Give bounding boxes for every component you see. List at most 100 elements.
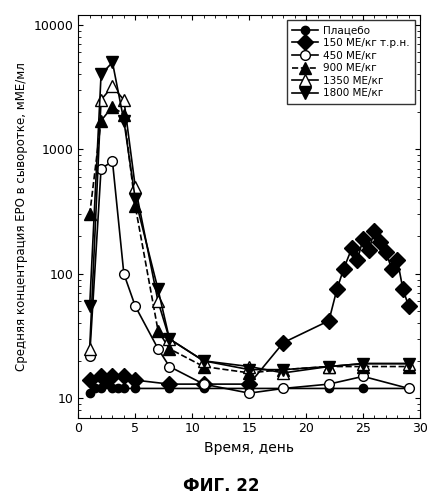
1800 МЕ/кг (361, 360, 366, 366)
X-axis label: Время, день: Время, день (204, 441, 294, 455)
Line: 450 МЕ/кг: 450 МЕ/кг (85, 156, 413, 398)
Плацебо (167, 386, 172, 392)
900 МЕ/кг (121, 112, 127, 117)
1350 МЕ/кг (98, 97, 104, 103)
1350 МЕ/кг (155, 298, 161, 304)
150 МЕ/кг т.р.н. (110, 374, 115, 380)
150 МЕ/кг т.р.н. (372, 228, 377, 234)
1800 МЕ/кг (167, 336, 172, 342)
1350 МЕ/кг (132, 184, 138, 190)
150 МЕ/кг т.р.н. (383, 249, 389, 255)
Line: 900 МЕ/кг: 900 МЕ/кг (84, 101, 414, 378)
1350 МЕ/кг (361, 360, 366, 366)
150 МЕ/кг т.р.н. (341, 266, 346, 272)
150 МЕ/кг т.р.н. (389, 266, 394, 272)
1350 МЕ/кг (406, 360, 412, 366)
1350 МЕ/кг (167, 336, 172, 342)
Плацебо (116, 386, 121, 392)
Плацебо (93, 386, 98, 392)
150 МЕ/кг т.р.н. (201, 381, 206, 387)
450 МЕ/кг (406, 386, 412, 392)
1800 МЕ/кг (87, 303, 92, 309)
Плацебо (87, 390, 92, 396)
Text: ФИГ. 22: ФИГ. 22 (183, 477, 260, 495)
1350 МЕ/кг (281, 370, 286, 376)
150 МЕ/кг т.р.н. (98, 374, 104, 380)
900 МЕ/кг (361, 364, 366, 370)
1350 МЕ/кг (326, 364, 331, 370)
450 МЕ/кг (281, 386, 286, 392)
150 МЕ/кг т.р.н. (121, 374, 127, 380)
450 МЕ/кг (121, 271, 127, 277)
450 МЕ/кг (87, 352, 92, 358)
450 МЕ/кг (167, 364, 172, 370)
150 МЕ/кг т.р.н. (366, 247, 371, 253)
150 МЕ/кг т.р.н. (281, 340, 286, 345)
900 МЕ/кг (281, 366, 286, 372)
450 МЕ/кг (98, 166, 104, 172)
150 МЕ/кг т.р.н. (355, 256, 360, 262)
Плацебо (98, 386, 104, 392)
900 МЕ/кг (167, 346, 172, 352)
150 МЕ/кг т.р.н. (132, 377, 138, 383)
1800 МЕ/кг (326, 364, 331, 370)
1800 МЕ/кг (98, 72, 104, 78)
1800 МЕ/кг (110, 60, 115, 66)
900 МЕ/кг (406, 364, 412, 370)
900 МЕ/кг (155, 328, 161, 334)
Плацебо (361, 386, 366, 392)
Плацебо (281, 386, 286, 392)
900 МЕ/кг (87, 212, 92, 218)
Line: 1800 МЕ/кг: 1800 МЕ/кг (84, 57, 414, 375)
150 МЕ/кг т.р.н. (326, 318, 331, 324)
150 МЕ/кг т.р.н. (377, 239, 383, 245)
150 МЕ/кг т.р.н. (246, 381, 252, 387)
150 МЕ/кг т.р.н. (349, 246, 354, 252)
1350 МЕ/кг (87, 346, 92, 352)
Y-axis label: Средняя концентрация ЕРО в сыворотке, мМЕ/мл: Средняя концентрация ЕРО в сыворотке, мМ… (15, 62, 28, 370)
900 МЕ/кг (326, 364, 331, 370)
Плацебо (121, 386, 127, 392)
150 МЕ/кг т.р.н. (395, 256, 400, 262)
150 МЕ/кг т.р.н. (167, 381, 172, 387)
900 МЕ/кг (132, 203, 138, 209)
150 МЕ/кг т.р.н. (334, 286, 339, 292)
Line: 1350 МЕ/кг: 1350 МЕ/кг (84, 81, 414, 378)
1350 МЕ/кг (201, 358, 206, 364)
Legend: Плацебо, 150 МЕ/кг т.р.н., 450 МЕ/кг, 900 МЕ/кг, 1350 МЕ/кг, 1800 МЕ/кг: Плацебо, 150 МЕ/кг т.р.н., 450 МЕ/кг, 90… (287, 20, 415, 103)
900 МЕ/кг (98, 118, 104, 124)
1800 МЕ/кг (121, 118, 127, 124)
450 МЕ/кг (201, 381, 206, 387)
1800 МЕ/кг (281, 366, 286, 372)
450 МЕ/кг (155, 346, 161, 352)
1800 МЕ/кг (155, 286, 161, 292)
150 МЕ/кг т.р.н. (87, 377, 92, 383)
Плацебо (110, 386, 115, 392)
Плацебо (326, 386, 331, 392)
1350 МЕ/кг (246, 364, 252, 370)
Плацебо (406, 386, 412, 392)
450 МЕ/кг (326, 381, 331, 387)
Line: Плацебо: Плацебо (85, 380, 413, 398)
150 МЕ/кг т.р.н. (406, 303, 412, 309)
450 МЕ/кг (110, 158, 115, 164)
1800 МЕ/кг (132, 196, 138, 202)
1350 МЕ/кг (121, 97, 127, 103)
450 МЕ/кг (361, 374, 366, 380)
Плацебо (104, 381, 109, 387)
Плацебо (201, 386, 206, 392)
1800 МЕ/кг (246, 366, 252, 372)
1350 МЕ/кг (110, 84, 115, 89)
1800 МЕ/кг (406, 360, 412, 366)
Line: 150 МЕ/кг т.р.н.: 150 МЕ/кг т.р.н. (84, 226, 414, 390)
900 МЕ/кг (246, 370, 252, 376)
900 МЕ/кг (110, 104, 115, 110)
1800 МЕ/кг (201, 358, 206, 364)
Плацебо (132, 386, 138, 392)
900 МЕ/кг (201, 364, 206, 370)
450 МЕ/кг (246, 390, 252, 396)
150 МЕ/кг т.р.н. (400, 286, 406, 292)
450 МЕ/кг (132, 303, 138, 309)
Плацебо (246, 386, 252, 392)
150 МЕ/кг т.р.н. (361, 236, 366, 242)
